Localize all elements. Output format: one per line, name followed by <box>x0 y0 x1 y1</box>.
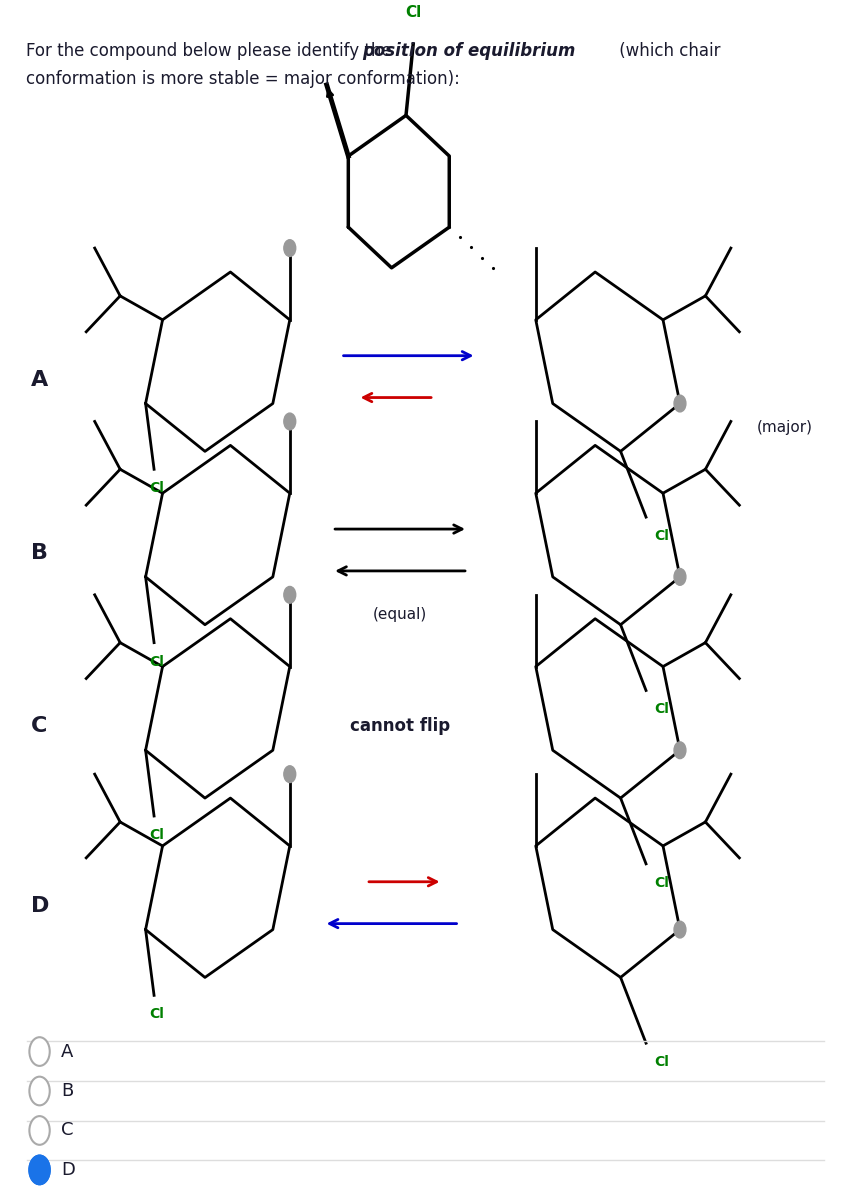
Text: Cl: Cl <box>405 5 421 20</box>
Text: B: B <box>31 542 48 563</box>
Circle shape <box>674 742 686 758</box>
Circle shape <box>284 413 295 430</box>
Text: Cl: Cl <box>654 702 670 716</box>
Text: Cl: Cl <box>654 876 670 889</box>
Circle shape <box>30 1156 49 1184</box>
Text: position of equilibrium: position of equilibrium <box>362 42 575 60</box>
Circle shape <box>674 395 686 412</box>
Text: Cl: Cl <box>149 481 164 496</box>
Text: A: A <box>60 1043 73 1061</box>
Circle shape <box>30 1076 49 1105</box>
Text: D: D <box>60 1160 75 1178</box>
Text: For the compound below please identify the: For the compound below please identify t… <box>26 42 397 60</box>
Text: Cl: Cl <box>654 529 670 544</box>
Text: cannot flip: cannot flip <box>350 718 450 736</box>
Text: (major): (major) <box>757 420 813 434</box>
Text: D: D <box>31 895 49 916</box>
Text: (equal): (equal) <box>373 607 427 622</box>
Circle shape <box>284 240 295 257</box>
Circle shape <box>30 1116 49 1145</box>
Text: Cl: Cl <box>654 1055 670 1069</box>
Circle shape <box>30 1037 49 1066</box>
Circle shape <box>674 569 686 586</box>
Circle shape <box>674 922 686 938</box>
Text: C: C <box>31 716 48 737</box>
Text: Cl: Cl <box>149 655 164 668</box>
Text: Cl: Cl <box>149 1007 164 1021</box>
Circle shape <box>30 1156 49 1184</box>
Text: C: C <box>60 1122 73 1140</box>
Text: B: B <box>60 1082 73 1100</box>
Text: (which chair: (which chair <box>614 42 721 60</box>
Text: A: A <box>31 370 49 390</box>
Text: Cl: Cl <box>149 828 164 842</box>
Text: conformation is more stable = major conformation):: conformation is more stable = major conf… <box>26 70 460 88</box>
Circle shape <box>284 587 295 604</box>
Circle shape <box>284 766 295 782</box>
